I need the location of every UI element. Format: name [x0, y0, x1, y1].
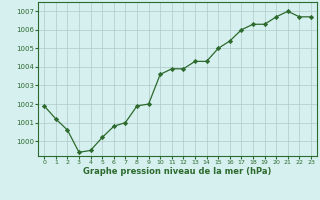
X-axis label: Graphe pression niveau de la mer (hPa): Graphe pression niveau de la mer (hPa) [84, 167, 272, 176]
